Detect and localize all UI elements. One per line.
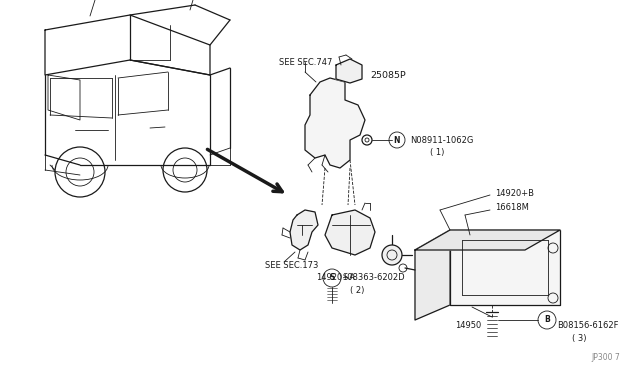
Circle shape bbox=[382, 245, 402, 265]
Text: N08911-1062G: N08911-1062G bbox=[410, 135, 474, 144]
Text: B08156-6162F: B08156-6162F bbox=[557, 321, 618, 330]
Polygon shape bbox=[290, 210, 318, 250]
Text: JP300 7: JP300 7 bbox=[591, 353, 620, 362]
Text: 14950: 14950 bbox=[455, 321, 481, 330]
Text: SEE SEC.747: SEE SEC.747 bbox=[279, 58, 332, 67]
Polygon shape bbox=[336, 59, 362, 83]
Text: ( 1): ( 1) bbox=[430, 148, 444, 157]
Polygon shape bbox=[325, 210, 375, 255]
Text: SEE SEC.173: SEE SEC.173 bbox=[265, 260, 318, 269]
Text: N: N bbox=[394, 135, 400, 144]
Text: S: S bbox=[330, 273, 335, 282]
Text: 14920+A: 14920+A bbox=[316, 273, 355, 282]
Text: S08363-6202D: S08363-6202D bbox=[343, 273, 406, 282]
Text: 25085P: 25085P bbox=[370, 71, 406, 80]
Text: ( 3): ( 3) bbox=[572, 334, 586, 343]
Text: 16618M: 16618M bbox=[495, 202, 529, 212]
Polygon shape bbox=[415, 230, 560, 250]
Polygon shape bbox=[450, 230, 560, 305]
Text: 14920+B: 14920+B bbox=[495, 189, 534, 198]
Polygon shape bbox=[305, 78, 365, 168]
Text: B: B bbox=[544, 315, 550, 324]
Text: ( 2): ( 2) bbox=[350, 285, 364, 295]
Polygon shape bbox=[415, 230, 450, 320]
